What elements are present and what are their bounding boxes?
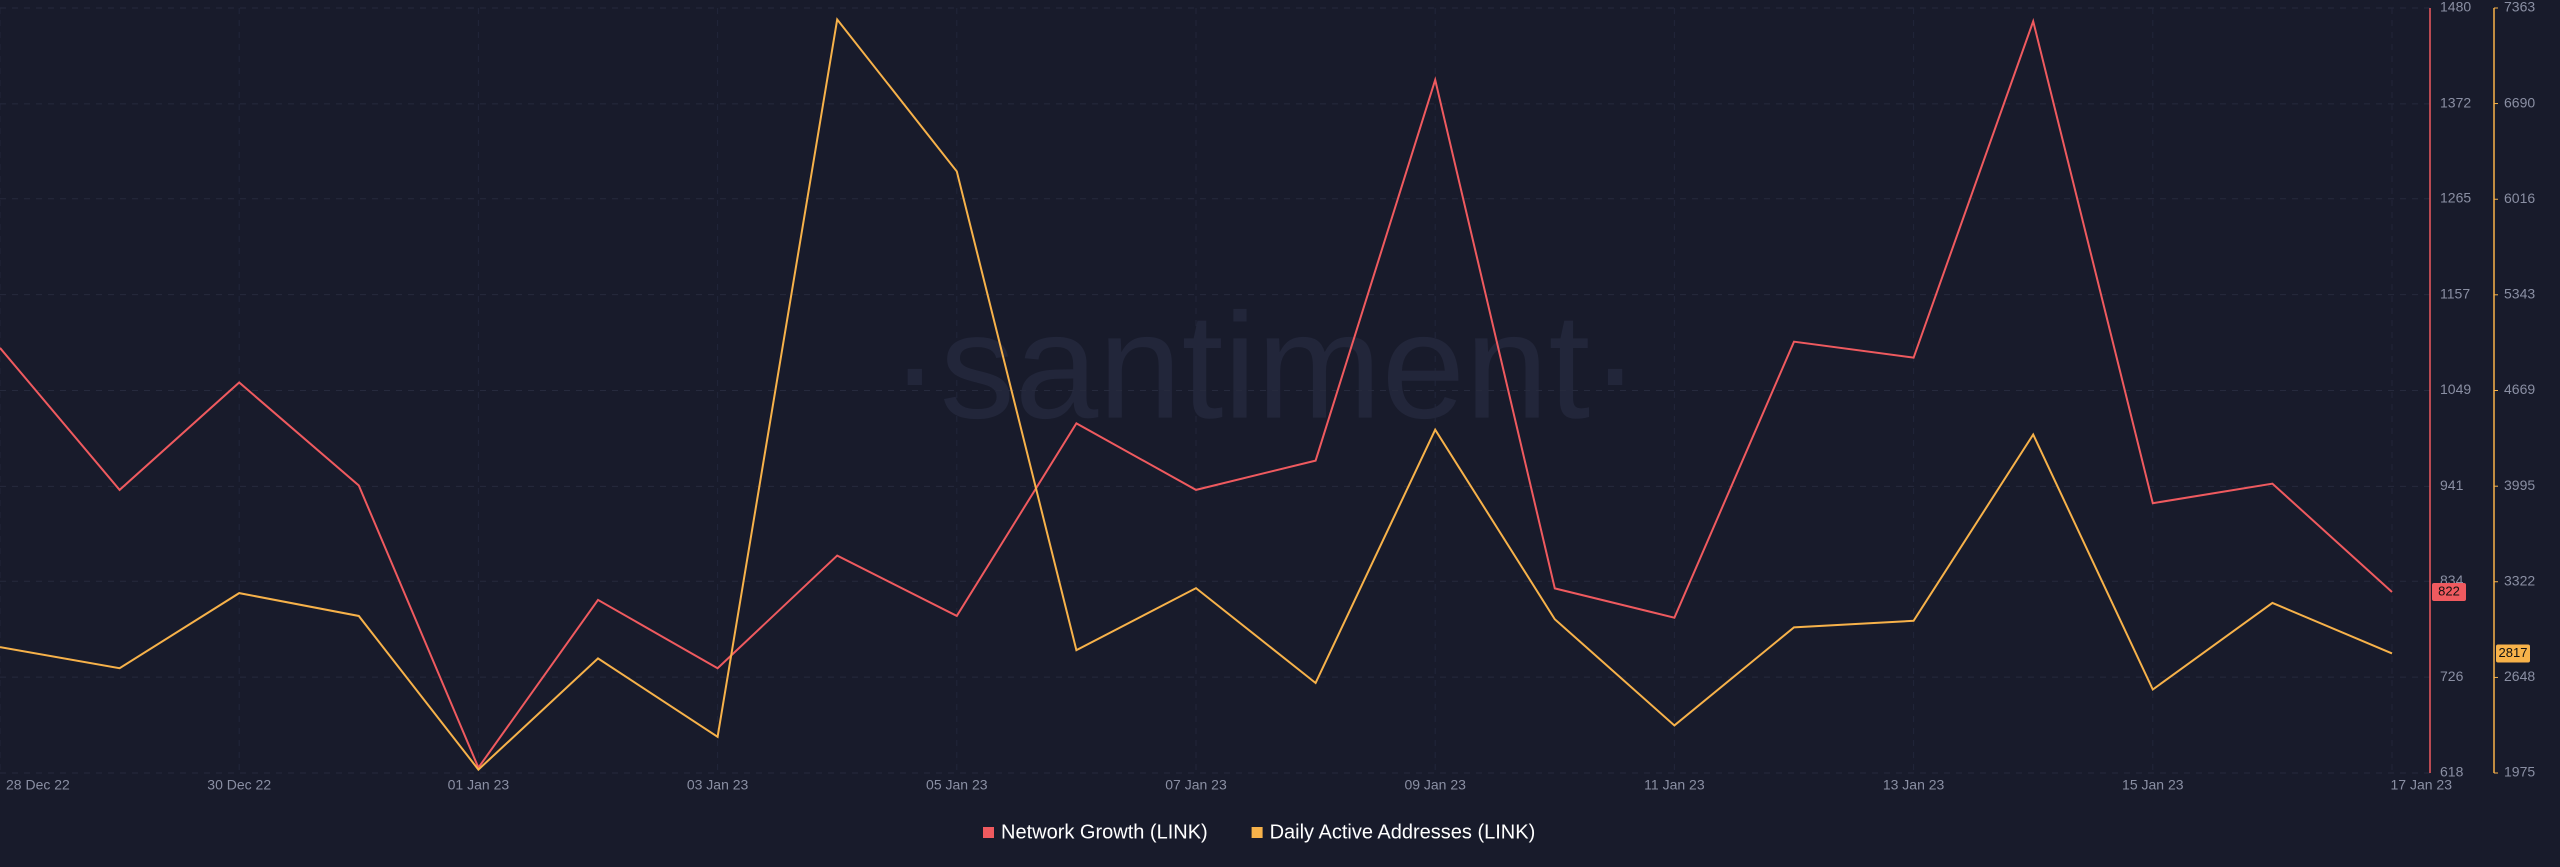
last-value-label: 822 <box>2438 583 2460 598</box>
last-value-badge <box>2432 582 2466 601</box>
legend-swatch <box>1251 827 1263 838</box>
y-tick-label: 726 <box>2440 668 2464 684</box>
y2-tick-label: 7363 <box>2504 0 2535 15</box>
y-tick-label: 1049 <box>2440 381 2471 397</box>
legend-label: Daily Active Addresses (LINK) <box>1270 821 1536 843</box>
y-tick-label: 1157 <box>2440 285 2470 301</box>
y-tick-label: 941 <box>2440 477 2464 493</box>
series-line <box>0 17 2393 772</box>
last-value-label: 2817 <box>2499 645 2528 660</box>
y-tick-label: 618 <box>2440 764 2464 780</box>
x-tick-label: 09 Jan 23 <box>1404 777 1466 793</box>
y2-tick-label: 5343 <box>2504 286 2535 302</box>
y2-tick-label: 6690 <box>2504 94 2535 110</box>
y-tick-label: 1265 <box>2440 190 2471 206</box>
watermark: ·santiment· <box>890 282 1640 450</box>
legend-swatch <box>983 827 994 838</box>
y-tick-label: 1372 <box>2440 95 2471 111</box>
x-tick-label: 05 Jan 23 <box>926 777 988 793</box>
x-tick-label: 03 Jan 23 <box>687 777 749 793</box>
legend-label: Network Growth (LINK) <box>1001 821 1208 843</box>
x-tick-label: 07 Jan 23 <box>1165 777 1227 793</box>
x-tick-label: 17 Jan 23 <box>2391 777 2453 793</box>
y2-tick-label: 2648 <box>2504 668 2535 684</box>
x-tick-label: 30 Dec 22 <box>207 777 271 793</box>
y2-tick-label: 6016 <box>2504 190 2535 206</box>
y-tick-label: 1480 <box>2440 0 2471 15</box>
x-tick-label: 01 Jan 23 <box>448 777 510 793</box>
x-tick-label: 28 Dec 22 <box>6 777 70 793</box>
x-tick-label: 11 Jan 23 <box>1644 777 1705 793</box>
x-tick-label: 15 Jan 23 <box>2122 777 2184 793</box>
series-line <box>0 17 2393 770</box>
y2-tick-label: 3995 <box>2504 477 2535 493</box>
y2-tick-label: 1975 <box>2504 764 2535 780</box>
last-value-badge <box>2496 644 2530 663</box>
x-tick-label: 13 Jan 23 <box>1883 777 1945 793</box>
y2-tick-label: 4669 <box>2504 381 2535 397</box>
y2-tick-label: 3322 <box>2504 572 2535 588</box>
